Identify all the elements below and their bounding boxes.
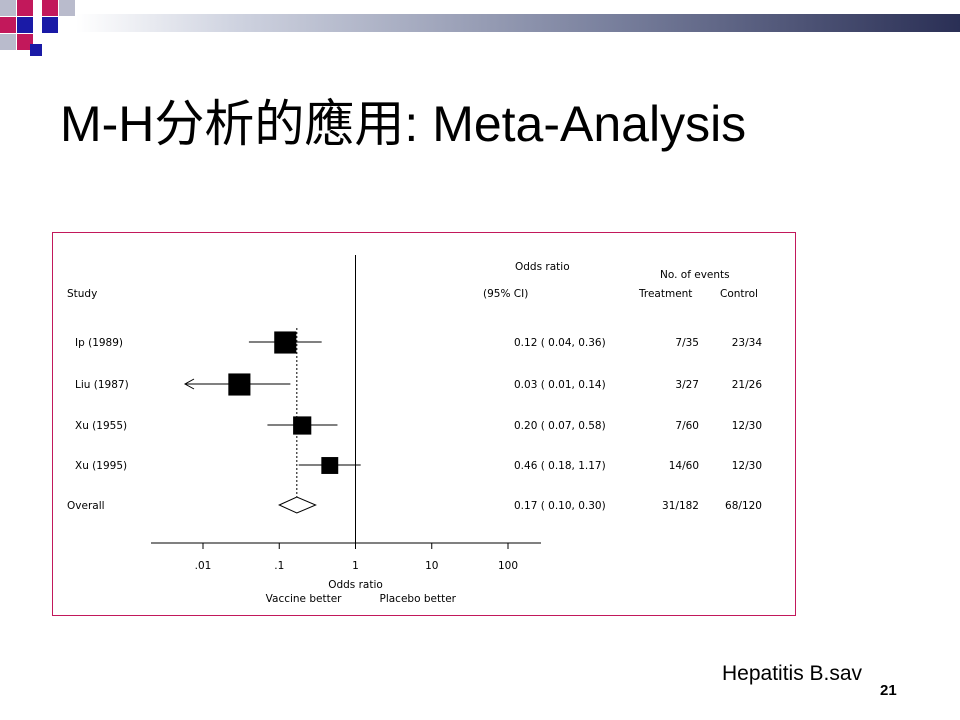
overall-diamond bbox=[278, 496, 317, 514]
point-estimate bbox=[321, 457, 339, 474]
slide-title: M-H分析的應用: Meta-Analysis bbox=[60, 96, 747, 152]
slide-decoration bbox=[0, 0, 75, 56]
top-gradient-bar bbox=[76, 14, 960, 32]
favours-left-label: Vaccine better bbox=[266, 593, 343, 605]
point-estimate bbox=[228, 373, 251, 396]
control-events: 23/34 bbox=[732, 337, 763, 349]
favours-right-label: Placebo better bbox=[380, 593, 457, 605]
overall-treatment-events: 31/182 bbox=[662, 500, 699, 512]
treatment-events: 7/60 bbox=[675, 420, 699, 432]
control-events: 12/30 bbox=[732, 420, 762, 432]
x-tick-label: 1 bbox=[352, 560, 359, 572]
header-study: Study bbox=[67, 288, 97, 300]
header-treatment: Treatment bbox=[638, 288, 692, 300]
treatment-events: 14/60 bbox=[669, 460, 699, 472]
overall-ci-value: 0.17 ( 0.10, 0.30) bbox=[514, 500, 606, 512]
header-control: Control bbox=[720, 288, 758, 300]
ci-value: 0.46 ( 0.18, 1.17) bbox=[514, 460, 606, 472]
study-label: Liu (1987) bbox=[75, 379, 129, 391]
point-estimate bbox=[293, 416, 312, 435]
control-events: 12/30 bbox=[732, 460, 762, 472]
ci-value: 0.20 ( 0.07, 0.58) bbox=[514, 420, 606, 432]
treatment-events: 7/35 bbox=[675, 337, 699, 349]
study-label: Xu (1995) bbox=[75, 460, 127, 472]
header-ci: (95% CI) bbox=[483, 288, 528, 300]
ci-value: 0.12 ( 0.04, 0.36) bbox=[514, 337, 606, 349]
x-tick-label: 100 bbox=[498, 560, 518, 572]
study-label: Xu (1955) bbox=[75, 420, 127, 432]
study-label: Ip (1989) bbox=[75, 337, 123, 349]
ci-arrow-left bbox=[183, 378, 195, 390]
overall-label: Overall bbox=[67, 500, 105, 512]
header-events: No. of events bbox=[660, 269, 730, 281]
ci-value: 0.03 ( 0.01, 0.14) bbox=[514, 379, 606, 391]
page-number: 21 bbox=[880, 682, 897, 699]
x-tick-label: .01 bbox=[195, 560, 212, 572]
x-tick-label: 10 bbox=[425, 560, 438, 572]
forest-plot-frame: Study Odds ratio (95% CI) No. of events Trea… bbox=[52, 232, 796, 616]
point-estimate bbox=[274, 331, 297, 354]
treatment-events: 3/27 bbox=[675, 379, 699, 391]
header-odds-ratio: Odds ratio bbox=[515, 261, 570, 273]
x-axis-title: Odds ratio bbox=[328, 579, 383, 591]
data-file-label: Hepatitis B.sav bbox=[722, 662, 863, 685]
forest-plot: Study Odds ratio (95% CI) No. of events Trea… bbox=[67, 255, 763, 605]
overall-control-events: 68/120 bbox=[725, 500, 762, 512]
x-tick-label: .1 bbox=[274, 560, 284, 572]
control-events: 21/26 bbox=[732, 379, 763, 391]
